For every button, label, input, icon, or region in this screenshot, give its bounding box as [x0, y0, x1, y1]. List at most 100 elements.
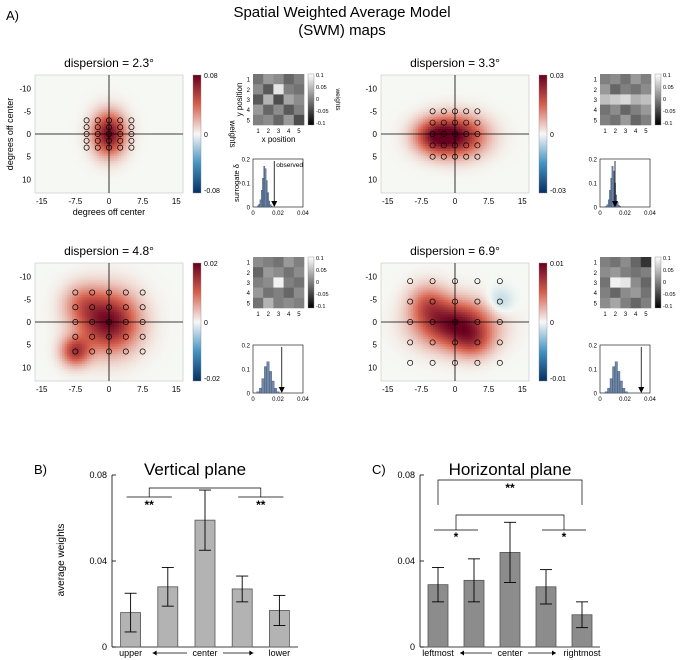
heat-cell — [62, 87, 65, 91]
heat-cell — [487, 121, 490, 125]
heat-cell — [474, 102, 478, 105]
heat-cell — [94, 116, 98, 120]
heat-cell — [74, 183, 78, 187]
heat-cell — [91, 173, 95, 177]
heat-cell — [67, 143, 70, 147]
heat-cell — [160, 151, 164, 155]
heat-cell — [128, 151, 132, 155]
heat-cell — [158, 121, 162, 125]
heat-cell — [415, 156, 419, 159]
heat-cell — [136, 124, 139, 128]
heat-cell — [62, 104, 65, 108]
heat-cell — [111, 75, 115, 78]
heat-cell — [59, 134, 63, 137]
heat-cell — [74, 138, 78, 142]
heat-cell — [435, 146, 439, 150]
heat-cell — [101, 131, 105, 135]
heat-cell — [96, 126, 100, 130]
heat-cell — [175, 146, 179, 150]
heat-cell — [57, 129, 61, 132]
heat-cell — [494, 87, 498, 91]
heat-cell — [143, 106, 147, 110]
heat-cell — [393, 102, 397, 105]
heat-cell — [403, 92, 407, 96]
heat-cell — [44, 170, 48, 174]
heat-cell — [178, 75, 181, 78]
heat-cell — [131, 106, 135, 110]
heat-cell — [165, 121, 169, 125]
heat-cell — [457, 119, 461, 123]
heat-cell — [393, 131, 397, 135]
heat-cell — [455, 134, 458, 137]
heat-cell — [180, 116, 184, 120]
heat-cell — [37, 94, 41, 98]
heat-cell — [425, 75, 429, 78]
heat-cell — [111, 143, 115, 147]
heat-cell — [482, 82, 485, 86]
heat-cell — [420, 124, 424, 128]
heat-cell — [138, 114, 142, 118]
heat-cell — [165, 126, 169, 130]
heat-cell — [67, 183, 70, 187]
heat-cell — [435, 102, 439, 105]
heat-cell — [427, 99, 431, 103]
heat-cell — [178, 178, 181, 182]
heat-cell — [494, 126, 498, 130]
heat-cell — [79, 119, 83, 123]
heat-cell — [482, 129, 485, 132]
heat-cell — [153, 111, 157, 115]
heat-cell — [452, 75, 456, 78]
heat-cell — [106, 126, 110, 130]
heat-cell — [136, 141, 139, 145]
heat-cell — [143, 119, 147, 123]
heat-cell — [519, 143, 522, 147]
heat-cell — [440, 92, 444, 96]
heat-cell — [405, 148, 409, 152]
heat-cell — [163, 134, 167, 137]
heat-cell — [447, 79, 451, 83]
heat-cell — [42, 148, 46, 152]
heat-cell — [442, 119, 446, 123]
heat-cell — [168, 138, 172, 142]
heat-cell — [74, 114, 78, 118]
heat-cell — [72, 185, 75, 189]
heat-cell — [492, 97, 495, 100]
heat-cell — [405, 121, 409, 125]
heat-cell — [96, 84, 100, 88]
heat-cell — [131, 75, 135, 78]
heat-cell — [106, 185, 110, 189]
heat-cell — [403, 94, 407, 98]
heat-cell — [39, 178, 43, 182]
heat-cell — [506, 104, 510, 108]
heat-cell — [173, 143, 176, 147]
heat-cell — [170, 183, 174, 187]
heat-cell — [91, 129, 95, 132]
heat-cell — [168, 190, 172, 194]
heat-cell — [462, 151, 466, 155]
heat-cell — [420, 146, 424, 150]
heat-cell — [96, 173, 100, 177]
heat-cell — [128, 131, 132, 135]
heat-cell — [79, 153, 83, 157]
heat-cell — [67, 82, 70, 86]
heat-cell — [143, 134, 147, 137]
heat-cell — [400, 111, 404, 115]
heat-cell — [420, 87, 424, 91]
heat-cell — [121, 97, 125, 100]
heat-cell — [69, 102, 73, 105]
heat-cell — [487, 79, 490, 83]
heat-cell — [390, 126, 394, 130]
heat-cell — [113, 121, 117, 125]
heat-cell — [160, 77, 164, 81]
heat-cell — [131, 89, 135, 93]
heat-cell — [472, 111, 476, 115]
heat-cell — [432, 92, 436, 96]
heat-cell — [59, 109, 63, 113]
heat-cell — [62, 89, 65, 93]
heat-cell — [165, 165, 169, 169]
heat-cell — [492, 94, 495, 98]
heat-cell — [501, 119, 505, 123]
heat-cell — [101, 126, 105, 130]
heat-cell — [146, 97, 149, 100]
